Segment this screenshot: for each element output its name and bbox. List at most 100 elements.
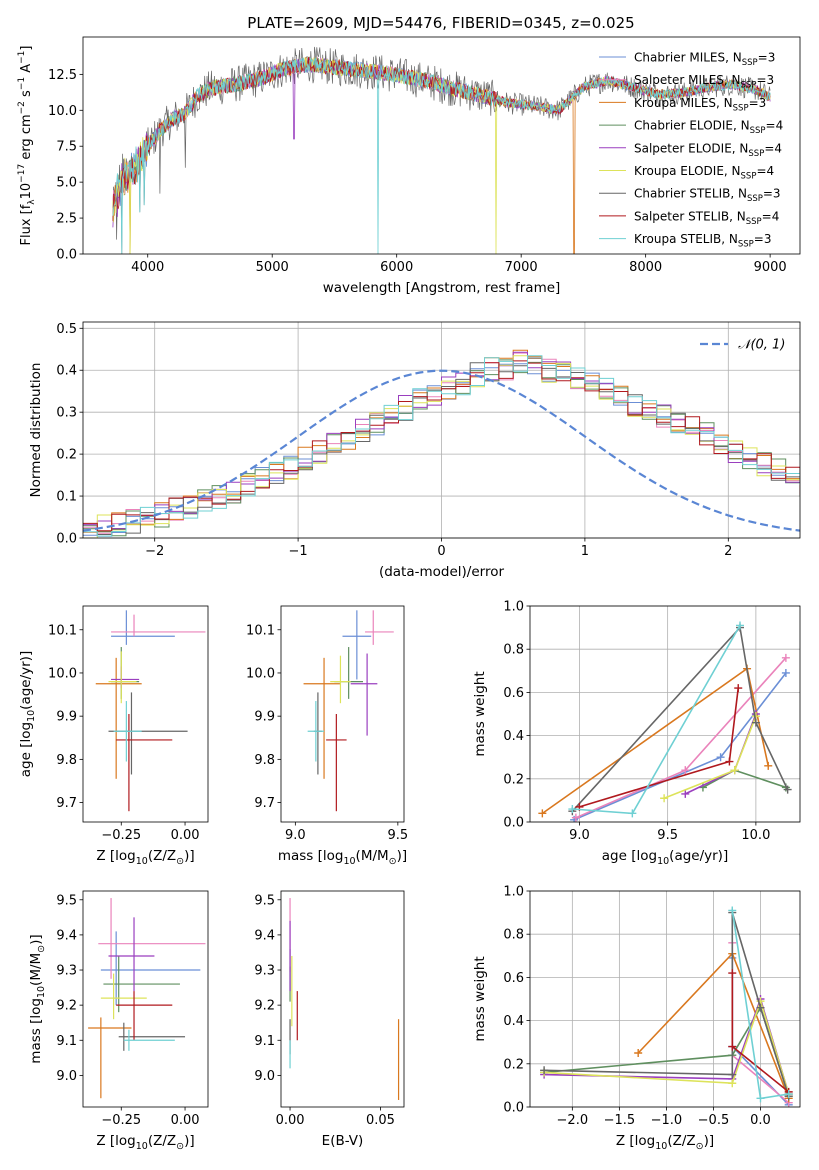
y-axis-label: mass weight: [472, 956, 488, 1041]
label-part: (Z/Z: [148, 1133, 176, 1149]
label-part: s: [19, 90, 34, 101]
label-part: =3: [763, 187, 781, 201]
label-part: Z [log: [616, 1133, 655, 1149]
label-part: SSP: [742, 58, 758, 68]
label-part: erg cm: [19, 114, 34, 163]
weight-marker: [728, 1079, 737, 1088]
weight-marker: [756, 1003, 765, 1012]
y-tick-label: 12.5: [48, 68, 77, 83]
axes: 0.00 0.05 9.0 9.1 9.2 9.3 9.4 9.5 E(B-V): [254, 890, 405, 1149]
label-part: (Z/Z: [148, 848, 176, 864]
weight-marker: [781, 668, 790, 677]
y-axis-label: Flux [fλ10−17 erg cm−2 s−1 A−1]: [17, 46, 37, 246]
label-part: SSP: [741, 81, 757, 91]
label-part: (age/yr)]: [669, 848, 728, 864]
label-part: mass weight: [472, 956, 488, 1041]
y-tick-label: 0.0: [56, 248, 77, 263]
label-part: ]: [19, 46, 34, 51]
age-vs-mass-panel: 9.0 9.5 9.7 9.8 9.9 10.0 10.1 mass [log10(M/M⊙)…: [246, 605, 409, 867]
label-part: )]: [184, 1133, 195, 1149]
y-axis-label: age [log10(age/yr)]: [18, 651, 37, 777]
y-tick-label: 9.1: [254, 1034, 275, 1049]
label-part: −17: [17, 164, 27, 183]
y-tick-label: 10.1: [246, 623, 275, 638]
weight-marker: [568, 805, 577, 814]
y-tick-label: 9.0: [56, 1069, 77, 1084]
label-part: =3: [749, 96, 767, 110]
label-part: Kroupa MILES, N: [634, 96, 733, 110]
plot-area: [289, 898, 400, 1100]
label-part: ⊙: [176, 1141, 184, 1152]
label-part: wavelength [Angstrom, rest frame]: [323, 280, 561, 296]
axes-frame: [82, 36, 801, 255]
y-tick-label: 9.5: [56, 893, 77, 908]
label-part: age [log: [602, 848, 657, 864]
weight-marker: [660, 794, 669, 803]
y-tick-label: 0.8: [503, 928, 524, 943]
weight-marker: [728, 1042, 737, 1051]
label-part: −2: [17, 101, 27, 114]
y-tick-label: 0.0: [56, 532, 77, 547]
weight-line: [571, 625, 789, 812]
label-part: ⊙: [176, 856, 184, 867]
label-part: SSP: [738, 240, 754, 250]
label-part: 10: [19, 183, 34, 200]
x-tick-label: 9.5: [388, 828, 409, 843]
plot-area: [538, 621, 792, 822]
label-part: mass [log: [278, 848, 344, 864]
label-part: =3: [758, 51, 776, 65]
weight-marker: [538, 809, 547, 818]
y-tick-label: 0.4: [56, 364, 77, 379]
label-part: Chabrier MILES, N: [634, 51, 742, 65]
label-part: Kroupa STELIB, N: [634, 232, 738, 246]
residuals-panel: −2 −1 0 1 2 0.0 0.1 0.2 0.3 0.4 0.5 (data-model)/er…: [28, 321, 801, 580]
y-tick-label: 10.0: [48, 104, 77, 119]
label-part: )]: [397, 848, 408, 864]
x-tick-label: 0.0: [750, 1113, 771, 1128]
label-part: −1: [17, 51, 27, 64]
label-part: Normed distribution: [28, 363, 44, 498]
weight-marker: [756, 1094, 765, 1103]
label-part: Salpeter ELODIE, N: [634, 141, 748, 155]
x-tick-label: −0.25: [101, 828, 141, 843]
label-part: )]: [28, 934, 44, 945]
x-tick-label: 9.0: [285, 828, 306, 843]
y-tick-label: 9.8: [254, 753, 275, 768]
weight-line: [541, 667, 769, 815]
axes-frame: [529, 890, 801, 1108]
y-tick-label: 0.2: [503, 772, 524, 787]
x-tick-label: 9000: [754, 260, 787, 275]
weight-line: [573, 672, 787, 821]
legend-entry: Chabrier ELODIE, NSSP=4: [634, 119, 783, 137]
label-part: (data-model)/error: [379, 564, 505, 580]
spectrum-panel: 4000 5000 6000 7000 8000 9000 0.0 2.5 5.0 7.5 10.0…: [17, 36, 801, 296]
y-tick-label: 0.0: [503, 1101, 524, 1116]
axes: −2 −1 0 1 2 0.0 0.1 0.2 0.3 0.4 0.5 (data-model)/er…: [28, 321, 801, 580]
mass-vs-ebv-panel: 0.00 0.05 9.0 9.1 9.2 9.3 9.4 9.5 E(B-V): [254, 890, 405, 1149]
label-part: 10: [26, 710, 37, 722]
weight-marker: [736, 621, 744, 630]
x-axis-label: mass [log10(M/M⊙)]: [278, 848, 407, 867]
y-tick-label: 0.6: [503, 971, 524, 986]
x-tick-label: 1: [581, 544, 589, 559]
x-tick-label: −2.0: [557, 1113, 589, 1128]
y-tick-label: 10.0: [246, 666, 275, 681]
label-part: Chabrier ELODIE, N: [634, 119, 750, 133]
legend-entry: Salpeter STELIB, NSSP=4: [634, 209, 779, 227]
axes: 9.0 9.5 9.7 9.8 9.9 10.0 10.1 mass [log10(M/M⊙)…: [246, 605, 409, 867]
y-axis-label: mass [log10(M/M⊙)]: [28, 934, 47, 1063]
x-axis-label: age [log10(age/yr)]: [602, 848, 728, 867]
x-axis-label: Z [log10(Z/Z⊙)]: [616, 1133, 714, 1152]
label-part: Salpeter STELIB, N: [634, 209, 746, 223]
mass-vs-metallicity-panel: −0.25 0.009.09.19.29.39.49.5Z [log10(Z/Z⊙…: [28, 890, 209, 1152]
weight-marker: [681, 766, 690, 775]
label-part: )]: [704, 1133, 715, 1149]
label-part: SSP: [747, 194, 763, 204]
weight-marker: [730, 766, 739, 775]
weight-marker: [728, 1070, 737, 1079]
label-part: ⊙: [389, 856, 397, 867]
label-part: Chabrier STELIB, N: [634, 187, 747, 201]
label-part: (age/yr)]: [18, 651, 34, 710]
axes-frame: [280, 605, 405, 823]
